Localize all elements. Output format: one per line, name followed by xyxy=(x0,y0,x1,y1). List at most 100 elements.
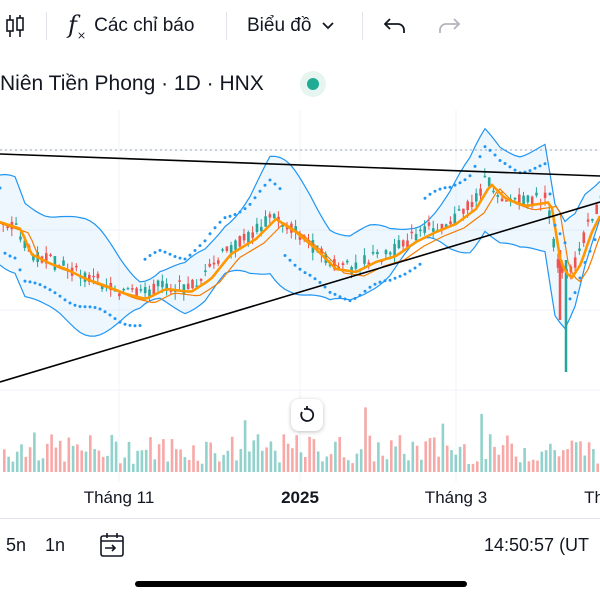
sar-dot xyxy=(453,183,457,187)
candle-body xyxy=(247,232,250,243)
volume-bars xyxy=(3,407,599,472)
redo-button[interactable] xyxy=(437,0,461,52)
volume-bar xyxy=(209,442,212,472)
candle-body xyxy=(122,288,125,291)
sar-dot xyxy=(13,256,17,260)
sar-dot xyxy=(118,320,122,324)
candle-body xyxy=(53,256,57,270)
candle-body xyxy=(397,240,401,249)
volume-bar xyxy=(179,449,182,472)
sar-dot xyxy=(588,249,592,253)
volume-bar xyxy=(420,459,423,472)
candle-body xyxy=(462,208,465,214)
volume-bar xyxy=(89,435,92,472)
sar-dot xyxy=(33,281,37,285)
volume-bar xyxy=(80,450,83,472)
volume-bar xyxy=(437,456,440,472)
sar-dot xyxy=(478,155,482,159)
sar-dot xyxy=(593,238,597,242)
candle-body xyxy=(432,228,435,232)
market-status-indicator xyxy=(300,71,326,97)
candle-body xyxy=(281,225,285,227)
sar-dot xyxy=(293,263,297,267)
candles-icon[interactable] xyxy=(4,0,26,52)
reset-chart-button[interactable] xyxy=(291,399,323,431)
volume-bar xyxy=(424,441,427,472)
volume-bar xyxy=(149,437,152,472)
volume-bar xyxy=(415,445,419,472)
candle-body xyxy=(535,192,538,196)
reset-icon xyxy=(300,406,315,422)
volume-bar xyxy=(484,459,488,472)
x-tick-label: Tháng 11 xyxy=(83,488,155,507)
volume-bar xyxy=(497,454,501,472)
candle-body xyxy=(582,232,586,243)
candle-body xyxy=(294,226,297,233)
x-tick-label: Th xyxy=(584,488,600,507)
sar-dot xyxy=(123,322,127,326)
indicators-button[interactable]: f× Các chỉ báo xyxy=(68,0,194,52)
candle-body xyxy=(328,264,332,266)
sar-dot xyxy=(78,305,82,308)
volume-bar xyxy=(196,460,200,472)
sar-dot xyxy=(303,271,307,275)
range-5d-button[interactable]: 5n xyxy=(6,534,27,555)
chart-type-button[interactable]: Biểu đồ xyxy=(247,0,335,52)
volume-bar xyxy=(523,448,526,472)
volume-bar xyxy=(592,449,595,472)
sar-dot xyxy=(218,220,222,224)
candle-body xyxy=(548,210,551,217)
volume-bar xyxy=(570,440,574,472)
candle-body xyxy=(518,194,521,203)
candle-body xyxy=(414,234,418,241)
candle-body xyxy=(475,193,478,202)
volume-bar xyxy=(583,455,587,472)
volume-bar xyxy=(445,445,449,472)
sar-dot xyxy=(558,232,562,236)
volume-bar xyxy=(385,459,389,472)
undo-button[interactable] xyxy=(383,0,407,52)
sar-dot xyxy=(473,164,477,168)
sar-dot xyxy=(553,223,557,227)
sar-dot xyxy=(23,279,27,283)
candle-body xyxy=(75,265,78,268)
candle-body xyxy=(191,279,194,289)
candle-body xyxy=(522,195,525,206)
sar-dot xyxy=(443,186,447,190)
volume-bar xyxy=(402,453,406,472)
goto-date-button[interactable] xyxy=(99,519,127,571)
volume-bar xyxy=(398,435,402,472)
symbol-header[interactable]: Niên Tiền Phong · 1D · HNX xyxy=(0,62,264,106)
range-1d-button[interactable]: 1n xyxy=(45,534,66,555)
candle-body xyxy=(186,283,190,290)
candle-body xyxy=(264,216,267,227)
volume-bar xyxy=(501,445,505,472)
candle-body xyxy=(272,214,276,218)
volume-bar xyxy=(235,460,238,472)
volume-bar xyxy=(101,456,105,472)
toolbar-divider xyxy=(46,12,47,40)
candle-body xyxy=(135,288,138,297)
candle-body xyxy=(578,248,581,251)
volume-bar xyxy=(536,460,539,472)
volume-bar xyxy=(527,461,531,472)
sar-dot xyxy=(398,274,402,278)
volume-bar xyxy=(218,461,221,472)
candle-body xyxy=(363,255,366,264)
volume-bar xyxy=(67,437,71,472)
sar-dot xyxy=(108,313,112,317)
volume-bar xyxy=(338,437,341,472)
candle-body xyxy=(238,236,242,247)
volume-bar xyxy=(329,454,333,472)
price-chart[interactable] xyxy=(0,110,600,482)
volume-bar xyxy=(480,413,483,472)
candle-body xyxy=(88,274,91,282)
volume-bar xyxy=(325,456,329,472)
toolbar-divider xyxy=(226,12,227,40)
sar-dot xyxy=(333,292,337,296)
candle-body xyxy=(131,288,134,290)
bollinger-lower xyxy=(0,218,600,337)
volume-bar xyxy=(166,461,169,472)
volume-bar xyxy=(458,446,462,472)
candle-body xyxy=(260,226,263,231)
